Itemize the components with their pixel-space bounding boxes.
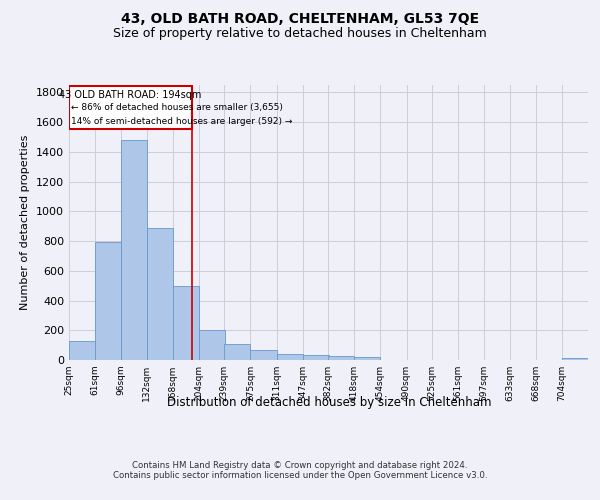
Text: 43 OLD BATH ROAD: 194sqm: 43 OLD BATH ROAD: 194sqm bbox=[59, 90, 202, 100]
Text: Contains public sector information licensed under the Open Government Licence v3: Contains public sector information licen… bbox=[113, 472, 487, 480]
Bar bbox=[277, 354, 303, 360]
Text: ← 86% of detached houses are smaller (3,655): ← 86% of detached houses are smaller (3,… bbox=[71, 103, 283, 112]
Bar bbox=[95, 242, 121, 360]
Bar bbox=[224, 344, 250, 360]
Text: Size of property relative to detached houses in Cheltenham: Size of property relative to detached ho… bbox=[113, 26, 487, 40]
Bar bbox=[354, 358, 380, 360]
Text: Distribution of detached houses by size in Cheltenham: Distribution of detached houses by size … bbox=[167, 396, 491, 409]
Bar bbox=[250, 350, 277, 360]
Text: 43, OLD BATH ROAD, CHELTENHAM, GL53 7QE: 43, OLD BATH ROAD, CHELTENHAM, GL53 7QE bbox=[121, 12, 479, 26]
Bar bbox=[173, 286, 199, 360]
Text: 14% of semi-detached houses are larger (592) →: 14% of semi-detached houses are larger (… bbox=[71, 116, 293, 126]
Bar bbox=[303, 355, 329, 360]
Bar bbox=[146, 228, 173, 360]
Bar bbox=[69, 86, 191, 129]
Bar bbox=[562, 358, 588, 360]
Text: Contains HM Land Registry data © Crown copyright and database right 2024.: Contains HM Land Registry data © Crown c… bbox=[132, 462, 468, 470]
Bar bbox=[69, 342, 95, 360]
Bar bbox=[121, 140, 146, 360]
Bar bbox=[328, 356, 354, 360]
Bar bbox=[199, 330, 225, 360]
Y-axis label: Number of detached properties: Number of detached properties bbox=[20, 135, 31, 310]
